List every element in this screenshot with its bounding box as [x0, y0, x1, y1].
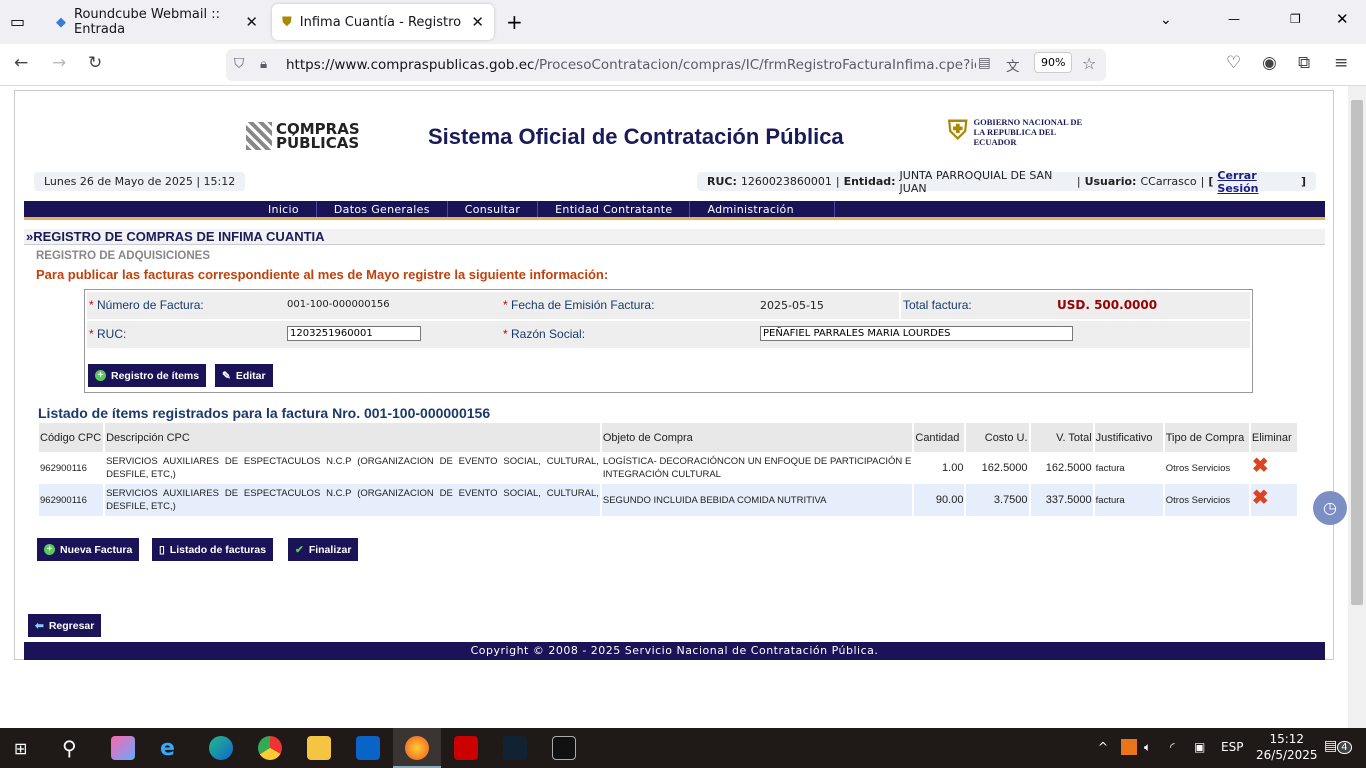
section-title: »REGISTRO DE COMPRAS DE INFIMA CUANTIA	[24, 229, 1325, 245]
tab-roundcube[interactable]: ◆ Roundcube Webmail :: Entrada ✕	[56, 7, 258, 37]
edge-icon[interactable]	[209, 736, 233, 760]
delete-icon[interactable]: ✖	[1251, 487, 1269, 509]
tab-list-icon[interactable]: ▭	[10, 12, 26, 31]
zoom-level[interactable]: 90%	[1034, 52, 1073, 73]
instruction: Para publicar las facturas correspondien…	[36, 267, 609, 282]
translate-icon[interactable]: 文	[1006, 59, 1020, 75]
numero-factura: 001-100-000000156	[287, 299, 390, 310]
lock-icon: 🔒︎	[260, 56, 268, 72]
document-icon: ▯	[159, 543, 165, 556]
bookmark-star-icon[interactable]: ☆	[1082, 54, 1097, 73]
delete-icon[interactable]: ✖	[1251, 455, 1269, 477]
menu-icon[interactable]: ≡	[1334, 53, 1349, 73]
java-icon[interactable]	[1121, 739, 1137, 755]
clock[interactable]: 15:12 26/5/2025	[1256, 732, 1318, 762]
outlook-icon[interactable]	[356, 736, 380, 760]
windows-start-icon[interactable]: ⊞	[14, 739, 28, 758]
file-explorer-icon[interactable]	[307, 736, 331, 760]
taskbar: ⊞ ⚲ e ^ 🔈︎ ◜ ▣ ESP 15:12 26/5/2025 ▤ 4	[0, 728, 1366, 768]
regresar-button[interactable]: ⬅ Regresar	[28, 614, 102, 637]
check-icon: ✔	[295, 543, 304, 556]
listado-facturas-button[interactable]: ▯ Listado de facturas	[152, 538, 274, 561]
menu-entidad-contratante[interactable]: Entidad Contratante	[538, 201, 691, 217]
fecha-emision: 2025-05-15	[760, 299, 824, 312]
close-tab-icon[interactable]: ✕	[471, 13, 484, 31]
registro-items-button[interactable]: + Registro de ítems	[88, 364, 207, 387]
close-tab-icon[interactable]: ✕	[245, 13, 258, 31]
nueva-factura-button[interactable]: + Nueva Factura	[37, 538, 140, 561]
tray-chevron-icon[interactable]: ^	[1098, 740, 1109, 754]
acrobat-icon[interactable]	[454, 736, 478, 760]
gobierno-logo: ⛨ GOBIERNO NACIONAL DE LA REPUBLICA DEL EC…	[948, 116, 1083, 147]
finalizar-button[interactable]: ✔ Finalizar	[288, 538, 359, 561]
page: COMPRAS PÚBLICAS Sistema Oficial de Contr…	[0, 86, 1348, 728]
plus-icon: +	[44, 544, 55, 555]
account-icon[interactable]: ◉	[1262, 53, 1277, 73]
volume-icon[interactable]: 🔈︎	[1144, 740, 1152, 754]
session-info: RUC: 1260023860001 | Entidad: JUNTA PARROQUI…	[697, 169, 1316, 195]
compras-publicas-logo: COMPRAS PÚBLICAS	[246, 122, 360, 151]
tab-infima[interactable]: ⛊ Infima Cuantía - Registro ✕	[272, 4, 494, 40]
firefox-taskbar-button[interactable]	[393, 728, 441, 768]
logout-link[interactable]: Cerrar Sesión	[1217, 168, 1259, 195]
shield-icon: ⛊	[282, 14, 292, 30]
notifications-icon[interactable]: ▤ 4	[1324, 738, 1352, 754]
menu-consultar[interactable]: Consultar	[448, 201, 539, 217]
extensions-icon[interactable]: ⧉	[1298, 53, 1311, 73]
app-icon[interactable]	[503, 736, 527, 760]
close-window-button[interactable]: ✕	[1336, 10, 1349, 28]
editar-button[interactable]: ✎ Editar	[215, 364, 273, 387]
back-button[interactable]: ←	[14, 53, 29, 73]
tab-overflow-icon[interactable]: ⌄	[1160, 12, 1172, 28]
table-row: 962900116 SERVICIOS AUXILIARES DE ESPECT…	[40, 455, 1269, 480]
wifi-icon[interactable]: ◜	[1170, 740, 1175, 754]
mail-icon: ◆	[56, 14, 66, 30]
system-title: Sistema Oficial de Contratación Pública	[428, 124, 844, 149]
menu-inicio[interactable]: Inicio	[251, 201, 317, 217]
date-time: Lunes 26 de Mayo de 2025 | 15:12	[34, 172, 246, 191]
restore-button[interactable]: ❐	[1290, 12, 1301, 26]
terminal-icon[interactable]	[552, 736, 576, 760]
table-row: 962900116 SERVICIOS AUXILIARES DE ESPECT…	[39, 484, 1297, 516]
url-bar[interactable]: ⛉ 🔒︎ https://www.compraspublicas.gob.ec/…	[226, 49, 1106, 81]
language[interactable]: ESP	[1221, 740, 1244, 754]
list-title: Listado de ítems registrados para la fac…	[38, 405, 491, 421]
tab-bar: ▭ ◆ Roundcube Webmail :: Entrada ✕ ⛊ Infima…	[0, 0, 1366, 44]
reload-button[interactable]: ↻	[88, 53, 103, 73]
footer: Copyright © 2008 - 2025 Servicio Naciona…	[24, 642, 1325, 660]
reader-icon[interactable]: ▤	[978, 55, 991, 71]
razon-social-input[interactable]: PEÑAFIEL PARRALES MARIA LOURDES	[760, 326, 1073, 341]
ie-icon[interactable]: e	[160, 736, 175, 761]
new-tab-button[interactable]: +	[506, 10, 523, 34]
copilot-icon[interactable]	[111, 736, 135, 760]
accessibility-widget-icon[interactable]: ◷	[1313, 491, 1347, 525]
edit-icon: ✎	[222, 369, 231, 382]
total-factura: USD. 500.0000	[1057, 298, 1158, 312]
items-table: Código CPC Descripción CPC Objeto de Com…	[37, 423, 1299, 516]
forward-button[interactable]: →	[52, 53, 67, 73]
main-menu: Inicio Datos Generales Consultar Entidad…	[24, 201, 1325, 220]
subtitle: REGISTRO DE ADQUISICIONES	[36, 250, 211, 262]
menu-administracion[interactable]: Administración	[690, 201, 835, 217]
invoice-form: * Número de Factura: 001-100-000000156 *…	[84, 289, 1253, 393]
pocket-icon[interactable]: ♡	[1226, 53, 1242, 73]
search-icon[interactable]: ⚲	[62, 736, 77, 760]
shield-icon: ⛉	[234, 56, 245, 72]
ruc-input[interactable]: 1203251960001	[287, 326, 421, 341]
chrome-icon[interactable]	[258, 736, 282, 760]
menu-datos-generales[interactable]: Datos Generales	[317, 201, 448, 217]
plus-icon: +	[95, 370, 106, 381]
nav-bar: ← → ↻ ⛉ 🔒︎ https://www.compraspublicas.g…	[0, 44, 1366, 86]
back-arrow-icon: ⬅	[35, 619, 44, 632]
scrollbar-thumb[interactable]	[1351, 100, 1363, 605]
minimize-button[interactable]: —	[1228, 12, 1240, 26]
camera-icon[interactable]: ▣	[1194, 740, 1206, 754]
